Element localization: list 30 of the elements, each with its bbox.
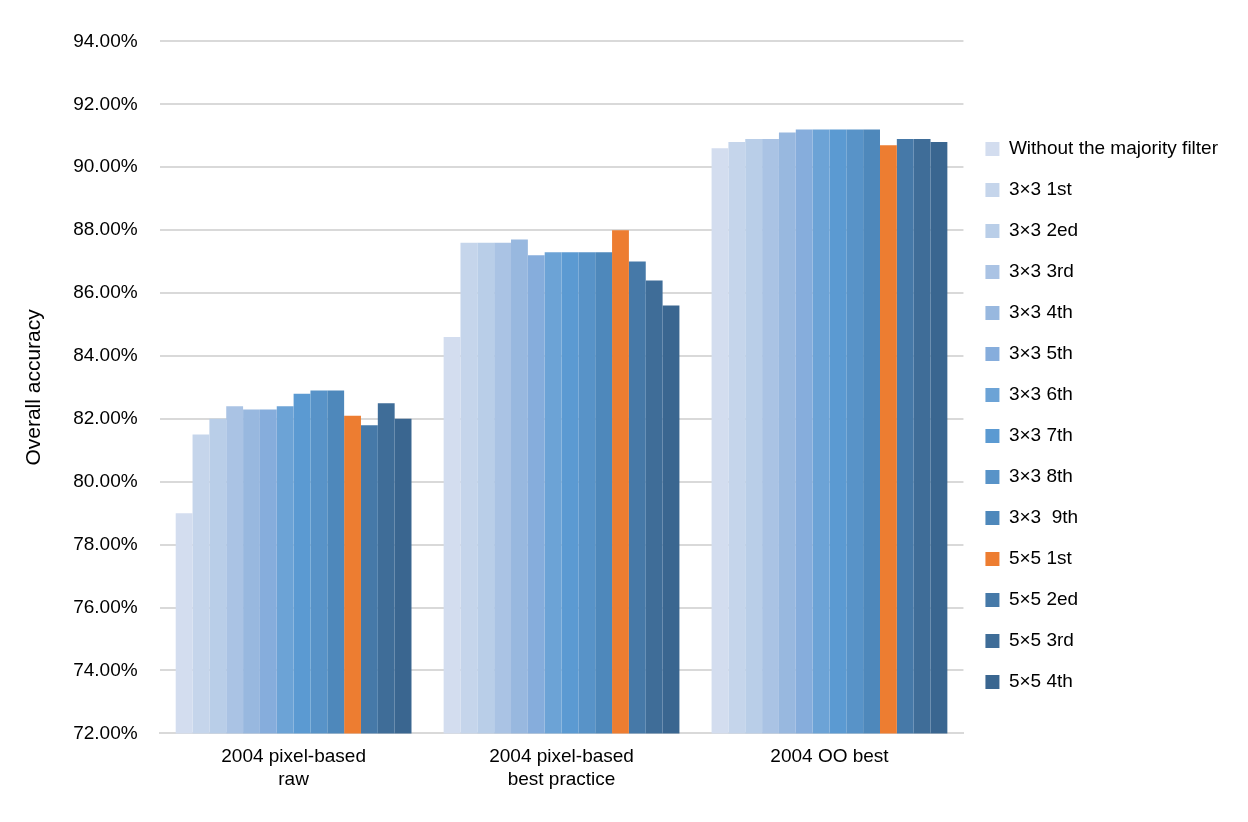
y-tick-label: 76.00% xyxy=(73,595,138,617)
legend-label: 3×3 8th xyxy=(1008,465,1073,487)
x-tick-label: 2004 OO best xyxy=(770,745,890,767)
x-tick-label: 2004 pixel-based best practice xyxy=(489,745,634,789)
y-tick-label: 72.00% xyxy=(73,721,138,743)
y-axis-title: Overall accuracy xyxy=(21,308,45,466)
y-tick-label: 86.00% xyxy=(73,281,138,303)
y-tick-label: 94.00% xyxy=(73,29,138,51)
legend-label: 3×3 3rd xyxy=(1008,260,1074,282)
legend-label: 3×3 9th xyxy=(1008,506,1079,528)
legend-label: 3×3 7th xyxy=(1008,424,1073,446)
y-tick-label: 78.00% xyxy=(73,532,138,554)
y-tick-label: 88.00% xyxy=(73,218,138,240)
y-tick-label: 90.00% xyxy=(73,155,138,177)
legend-label: 5×5 2ed xyxy=(1008,588,1079,610)
y-tick-label: 84.00% xyxy=(73,344,138,366)
legend-label: 5×5 1st xyxy=(1008,547,1073,569)
y-tick-label: 92.00% xyxy=(73,92,138,114)
y-tick-label: 82.00% xyxy=(73,407,138,429)
legend-label: 3×3 1st xyxy=(1008,178,1073,200)
legend-label: 3×3 4th xyxy=(1008,301,1073,323)
y-tick-label: 74.00% xyxy=(73,658,138,680)
x-tick-label: 2004 pixel-based raw xyxy=(221,745,366,789)
legend-label: 3×3 5th xyxy=(1008,342,1073,364)
legend-label: 3×3 2ed xyxy=(1008,219,1079,241)
legend-label: Without the majority filter xyxy=(1008,137,1219,159)
y-tick-label: 80.00% xyxy=(73,470,138,491)
legend-label: 5×5 4th xyxy=(1008,670,1073,692)
legend-label: 3×3 6th xyxy=(1008,383,1073,405)
legend-label: 5×5 3rd xyxy=(1008,629,1074,651)
